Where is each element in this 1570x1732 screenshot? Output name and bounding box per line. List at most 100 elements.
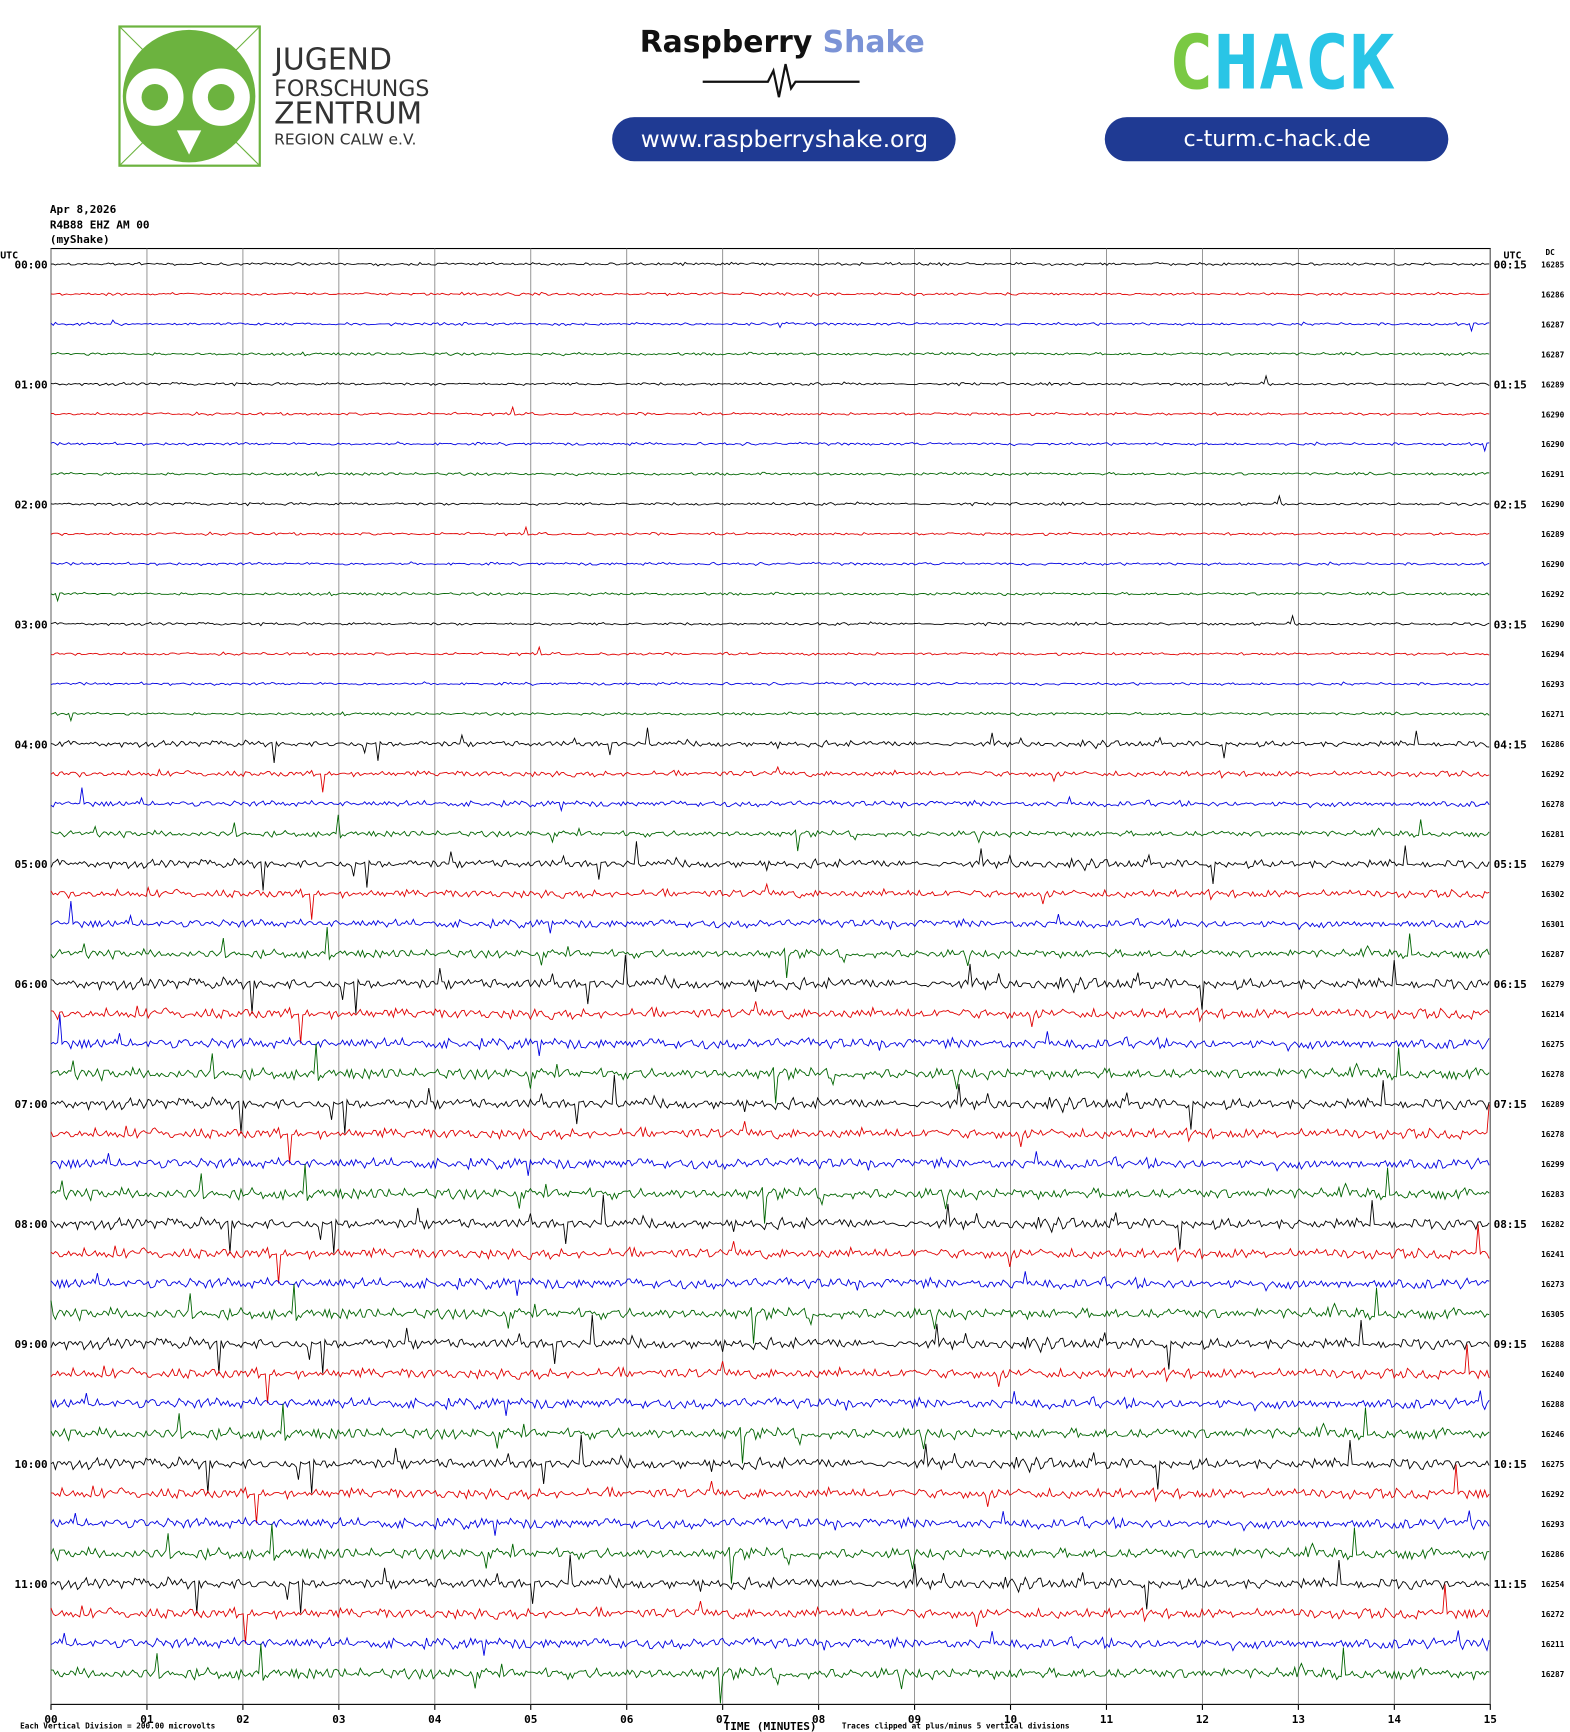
trace: [50, 1014, 1490, 1056]
left-time-label: 00:00: [14, 258, 47, 271]
x-tick-label: 08: [812, 1713, 825, 1726]
trace: [50, 1403, 1490, 1464]
dc-value: 16288: [1541, 1340, 1565, 1349]
right-time-label: 10:15: [1494, 1458, 1527, 1471]
dc-title: DC: [1546, 248, 1556, 257]
x-tick-label: 03: [332, 1713, 345, 1726]
dc-value: 16278: [1541, 800, 1565, 809]
trace: [50, 900, 1490, 934]
trace: [50, 1390, 1490, 1416]
trace: [50, 1464, 1490, 1524]
date: Apr 8,2026: [50, 203, 117, 216]
trace: [50, 1314, 1490, 1374]
dc-value: 16241: [1541, 1250, 1565, 1259]
dc-value: 16289: [1541, 530, 1565, 539]
trace: [50, 645, 1490, 657]
x-tick-label: 05: [524, 1713, 537, 1726]
left-time-label: 09:00: [14, 1338, 47, 1351]
dc-value: 16292: [1541, 1490, 1564, 1499]
trace: [50, 291, 1490, 298]
dc-value: 16240: [1541, 1370, 1565, 1379]
dc-value: 16287: [1541, 350, 1565, 359]
right-time-label: 01:15: [1494, 378, 1527, 391]
trace: [50, 1043, 1490, 1104]
right-time-label: 05:15: [1494, 858, 1527, 871]
trace: [50, 319, 1490, 333]
x-tick-label: 12: [1196, 1713, 1209, 1726]
left-time-label: 01:00: [14, 378, 47, 391]
chack-a: C: [1168, 18, 1213, 106]
trace: [50, 1001, 1490, 1044]
trace: [50, 471, 1490, 477]
dc-value: 16287: [1541, 320, 1565, 329]
dc-value: 16293: [1541, 680, 1565, 689]
logo-text: ZENTRUM: [274, 97, 422, 132]
url-pill: [612, 117, 956, 162]
left-time-label: 05:00: [14, 858, 47, 871]
station: R4B88 EHZ AM 00: [50, 219, 150, 232]
dc-value: 16211: [1541, 1640, 1565, 1649]
trace: [50, 1344, 1490, 1404]
dc-value: 16273: [1541, 1280, 1565, 1289]
trace: [50, 351, 1490, 357]
dc-value: 16272: [1541, 1610, 1564, 1619]
dc-value: 16299: [1541, 1160, 1565, 1169]
dc-value: 16290: [1541, 500, 1565, 509]
dc-value: 16289: [1541, 380, 1565, 389]
trace: [50, 727, 1490, 763]
x-tick-label: 00: [44, 1713, 57, 1726]
dc-value: 16290: [1541, 560, 1565, 569]
brand-b: Shake: [823, 25, 925, 60]
right-time-label: 03:15: [1494, 618, 1527, 631]
dc-value: 16305: [1541, 1310, 1565, 1319]
chack: CHACK: [1168, 18, 1394, 106]
dc-value: 16301: [1541, 920, 1565, 929]
logo-text: FORSCHUNGS: [274, 76, 429, 102]
trace: [50, 1283, 1490, 1344]
trace: [50, 561, 1490, 567]
trace: [50, 1163, 1490, 1224]
dc-value: 16271: [1541, 710, 1565, 719]
trace: [50, 1554, 1490, 1614]
dc-value: 16214: [1541, 1010, 1565, 1019]
trace: [50, 374, 1490, 387]
right-time-label: 11:15: [1494, 1578, 1527, 1591]
left-time-label: 10:00: [14, 1458, 47, 1471]
url: www.raspberryshake.org: [641, 126, 928, 153]
url: c-turm.c-hack.de: [1184, 126, 1371, 152]
trace: [50, 1104, 1490, 1164]
trace: [50, 1523, 1490, 1584]
trace: [50, 787, 1490, 813]
trace: [50, 681, 1490, 686]
dc-value: 16287: [1541, 950, 1565, 959]
trace: [50, 882, 1490, 920]
trace: [50, 1434, 1490, 1494]
trace: [50, 1151, 1490, 1176]
left-time-label: 08:00: [14, 1218, 47, 1231]
dc-value: 16289: [1541, 1100, 1565, 1109]
trace: [50, 954, 1490, 1014]
dc-value: 16287: [1541, 1670, 1565, 1679]
trace: [50, 494, 1490, 507]
footer: Traces clipped at plus/minus 5 vertical …: [842, 1722, 1070, 1731]
x-tick-label: 07: [716, 1713, 729, 1726]
trace: [50, 1074, 1490, 1134]
dc-value: 16246: [1541, 1430, 1565, 1439]
dc-value: 16278: [1541, 1070, 1565, 1079]
right-time-label: 08:15: [1494, 1218, 1527, 1231]
right-time-label: 00:15: [1494, 258, 1527, 271]
x-axis-label: TIME (MINUTES): [724, 1720, 817, 1732]
x-tick-label: 01: [140, 1713, 154, 1726]
dc-value: 16302: [1541, 890, 1564, 899]
x-tick-label: 09: [908, 1713, 921, 1726]
x-tick-label: 15: [1484, 1713, 1497, 1726]
left-time-label: 04:00: [14, 738, 47, 751]
network: (myShake): [50, 233, 110, 246]
dc-value: 16290: [1541, 620, 1565, 629]
x-tick-label: 02: [236, 1713, 249, 1726]
trace: [50, 261, 1490, 267]
trace: [50, 765, 1490, 793]
left-time-label: 03:00: [14, 618, 47, 631]
owl-logo: [118, 25, 261, 167]
